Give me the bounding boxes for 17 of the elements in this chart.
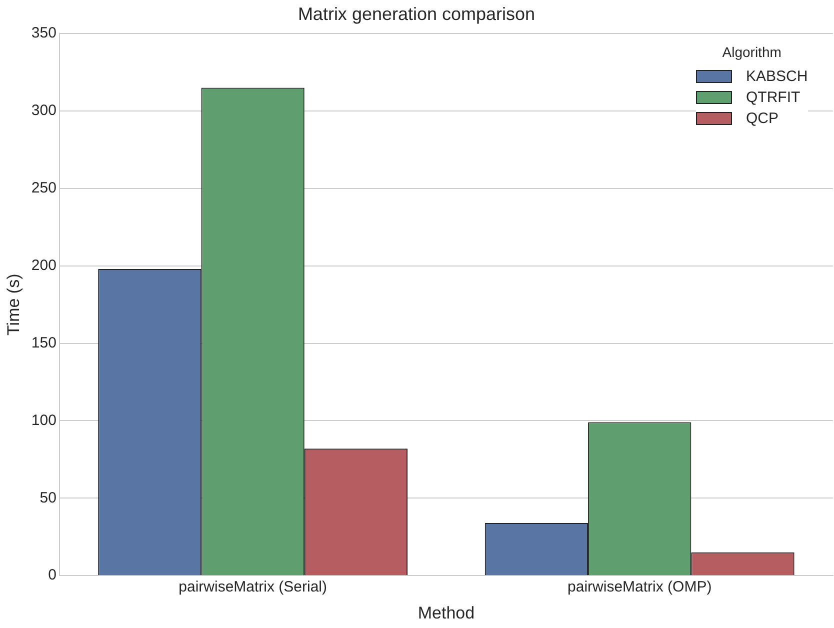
y-tick-label: 300 [31, 102, 56, 120]
y-axis-title: Time (s) [4, 274, 23, 336]
y-tick-label: 150 [31, 334, 56, 352]
x-tick-label: pairwiseMatrix (OMP) [568, 578, 712, 596]
x-tick-label: pairwiseMatrix (Serial) [178, 578, 328, 596]
y-tick-label: 200 [31, 257, 56, 274]
y-tick-label: 50 [40, 489, 56, 506]
y-tick-label: 350 [31, 24, 56, 42]
y-tick-label: 250 [31, 180, 56, 197]
chart-title: Matrix generation comparison [298, 4, 536, 24]
legend-label: QCP [746, 110, 779, 127]
legend-label: KABSCH [746, 68, 808, 85]
y-tick-label: 0 [48, 566, 56, 584]
legend-title: Algorithm [721, 44, 782, 60]
x-axis-title: Method [418, 603, 475, 622]
legend-label: QTRFIT [746, 88, 800, 106]
y-tick-label: 100 [31, 412, 56, 429]
